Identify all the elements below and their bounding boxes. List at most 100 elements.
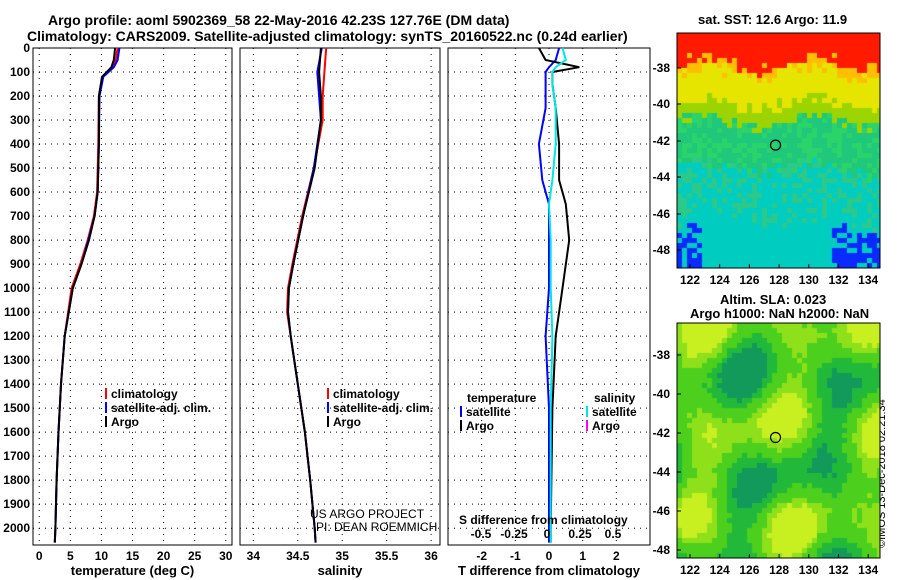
map-y-tick-label: -46	[653, 504, 671, 518]
y-tick-label: 1800	[3, 473, 30, 487]
x-tick-label: 20	[157, 549, 171, 563]
legend-label: Argo	[333, 415, 361, 429]
series-line-s-satellite	[547, 47, 567, 543]
x-tick-label: 30	[219, 549, 233, 563]
x2-tick-label: -0.25	[500, 527, 528, 541]
map-y-tick-label: -48	[653, 243, 671, 257]
legend-label: Argo	[466, 419, 494, 433]
x2-axis-label: S difference from climatology	[459, 513, 628, 527]
map-x-tick-label: 126	[739, 273, 759, 287]
y-tick-label: 200	[10, 89, 30, 103]
x2-tick-label: 0	[544, 527, 551, 541]
x-tick-label: 0	[36, 549, 43, 563]
legend-swatch	[105, 416, 107, 427]
x-axis-label: T difference from climatology	[458, 563, 641, 578]
legend-swatch	[460, 406, 462, 417]
x-tick-label: 10	[95, 549, 109, 563]
title-line-2: Climatology: CARS2009. Satellite-adjuste…	[27, 28, 628, 44]
y-tick-label: 1600	[3, 425, 30, 439]
x-axis-label: temperature (deg C)	[71, 563, 195, 578]
map-y-tick-label: -44	[653, 465, 671, 479]
float-location-marker	[769, 431, 782, 444]
sla-map-subtitle: Argo h1000: NaN h2000: NaN	[690, 306, 870, 321]
map-x-tick-label: 122	[680, 563, 700, 577]
y-tick-label: 1500	[3, 401, 30, 415]
legend-swatch	[460, 420, 462, 431]
legend-swatch	[105, 388, 107, 399]
x2-tick-label: -0.5	[471, 527, 492, 541]
map-x-tick-label: 126	[739, 563, 759, 577]
map-y-tick-label: -40	[653, 387, 671, 401]
map-y-tick-label: -38	[653, 348, 671, 362]
sst-map-title: sat. SST: 12.6 Argo: 11.9	[698, 12, 848, 27]
y-tick-label: 2000	[3, 521, 30, 535]
sst-map	[677, 33, 880, 268]
map-frame	[676, 32, 881, 269]
y-tick-label: 800	[10, 233, 30, 247]
map-y-tick-label: -40	[653, 97, 671, 111]
map-y-tick-label: -44	[653, 170, 671, 184]
legend-swatch	[327, 388, 329, 399]
legend-label: satellite	[592, 405, 637, 419]
map-x-tick-label: 130	[799, 563, 819, 577]
legend-label: Argo	[592, 419, 620, 433]
map-x-tick-label: 124	[710, 563, 730, 577]
map-x-tick-label: 132	[828, 273, 848, 287]
x-tick-label: 0	[546, 549, 553, 563]
map-x-tick-label: 122	[680, 273, 700, 287]
y-tick-label: 1200	[3, 329, 30, 343]
legend-swatch	[586, 406, 588, 417]
map-x-tick-label: 128	[769, 563, 789, 577]
legend-swatch	[327, 416, 329, 427]
x2-tick-label: 0.25	[568, 527, 592, 541]
x-tick-label: 35.5	[375, 549, 399, 563]
x-axis-label: salinity	[318, 563, 364, 578]
x-tick-label: 34.5	[286, 549, 310, 563]
y-tick-label: 1100	[4, 305, 30, 319]
y-tick-label: 600	[10, 185, 30, 199]
x-tick-label: -2	[476, 549, 487, 563]
title-line-1: Argo profile: aoml 5902369_58 22-May-201…	[48, 12, 510, 28]
series-line-t-satellite	[537, 47, 561, 543]
legend-label: satellite-adj. clim.	[333, 401, 433, 415]
legend-label: satellite-adj. clim.	[111, 401, 211, 415]
series-line-argo	[53, 47, 117, 543]
legend-label: Argo	[111, 415, 139, 429]
legend-label: climatology	[111, 387, 178, 401]
credit-text: US ARGO PROJECT	[310, 507, 425, 521]
y-tick-label: 100	[10, 65, 30, 79]
map-x-tick-label: 132	[828, 563, 848, 577]
map-frame	[676, 322, 881, 559]
map-y-tick-label: -48	[653, 543, 671, 557]
legend-swatch	[586, 420, 588, 431]
series-line-t-argo	[538, 47, 580, 543]
y-tick-label: 500	[10, 161, 30, 175]
x-tick-label: 34	[247, 549, 261, 563]
map-y-tick-label: -46	[653, 207, 671, 221]
legend-swatch	[327, 402, 329, 413]
legend-title-salinity: salinity	[594, 391, 636, 405]
x-tick-label: 35	[336, 549, 350, 563]
panel-frame	[239, 47, 441, 546]
map-x-tick-label: 134	[858, 563, 878, 577]
y-tick-label: 400	[10, 137, 30, 151]
map-x-tick-label: 124	[710, 273, 730, 287]
legend-label: climatology	[333, 387, 400, 401]
series-line-argo	[286, 47, 322, 543]
y-tick-label: 300	[10, 113, 30, 127]
y-tick-label: 1900	[3, 497, 30, 511]
y-tick-label: 900	[10, 257, 30, 271]
legend-swatch	[105, 402, 107, 413]
y-tick-label: 1400	[3, 377, 30, 391]
y-tick-label: 0	[23, 41, 30, 55]
x-tick-label: -1	[510, 549, 521, 563]
map-y-tick-label: -42	[653, 134, 671, 148]
x-tick-label: 25	[188, 549, 202, 563]
map-x-tick-label: 128	[769, 273, 789, 287]
y-tick-label: 1700	[3, 449, 30, 463]
y-tick-label: 1000	[3, 281, 30, 295]
legend-label: satellite	[466, 405, 511, 419]
pi-text: PI: DEAN ROEMMICH	[316, 520, 438, 534]
